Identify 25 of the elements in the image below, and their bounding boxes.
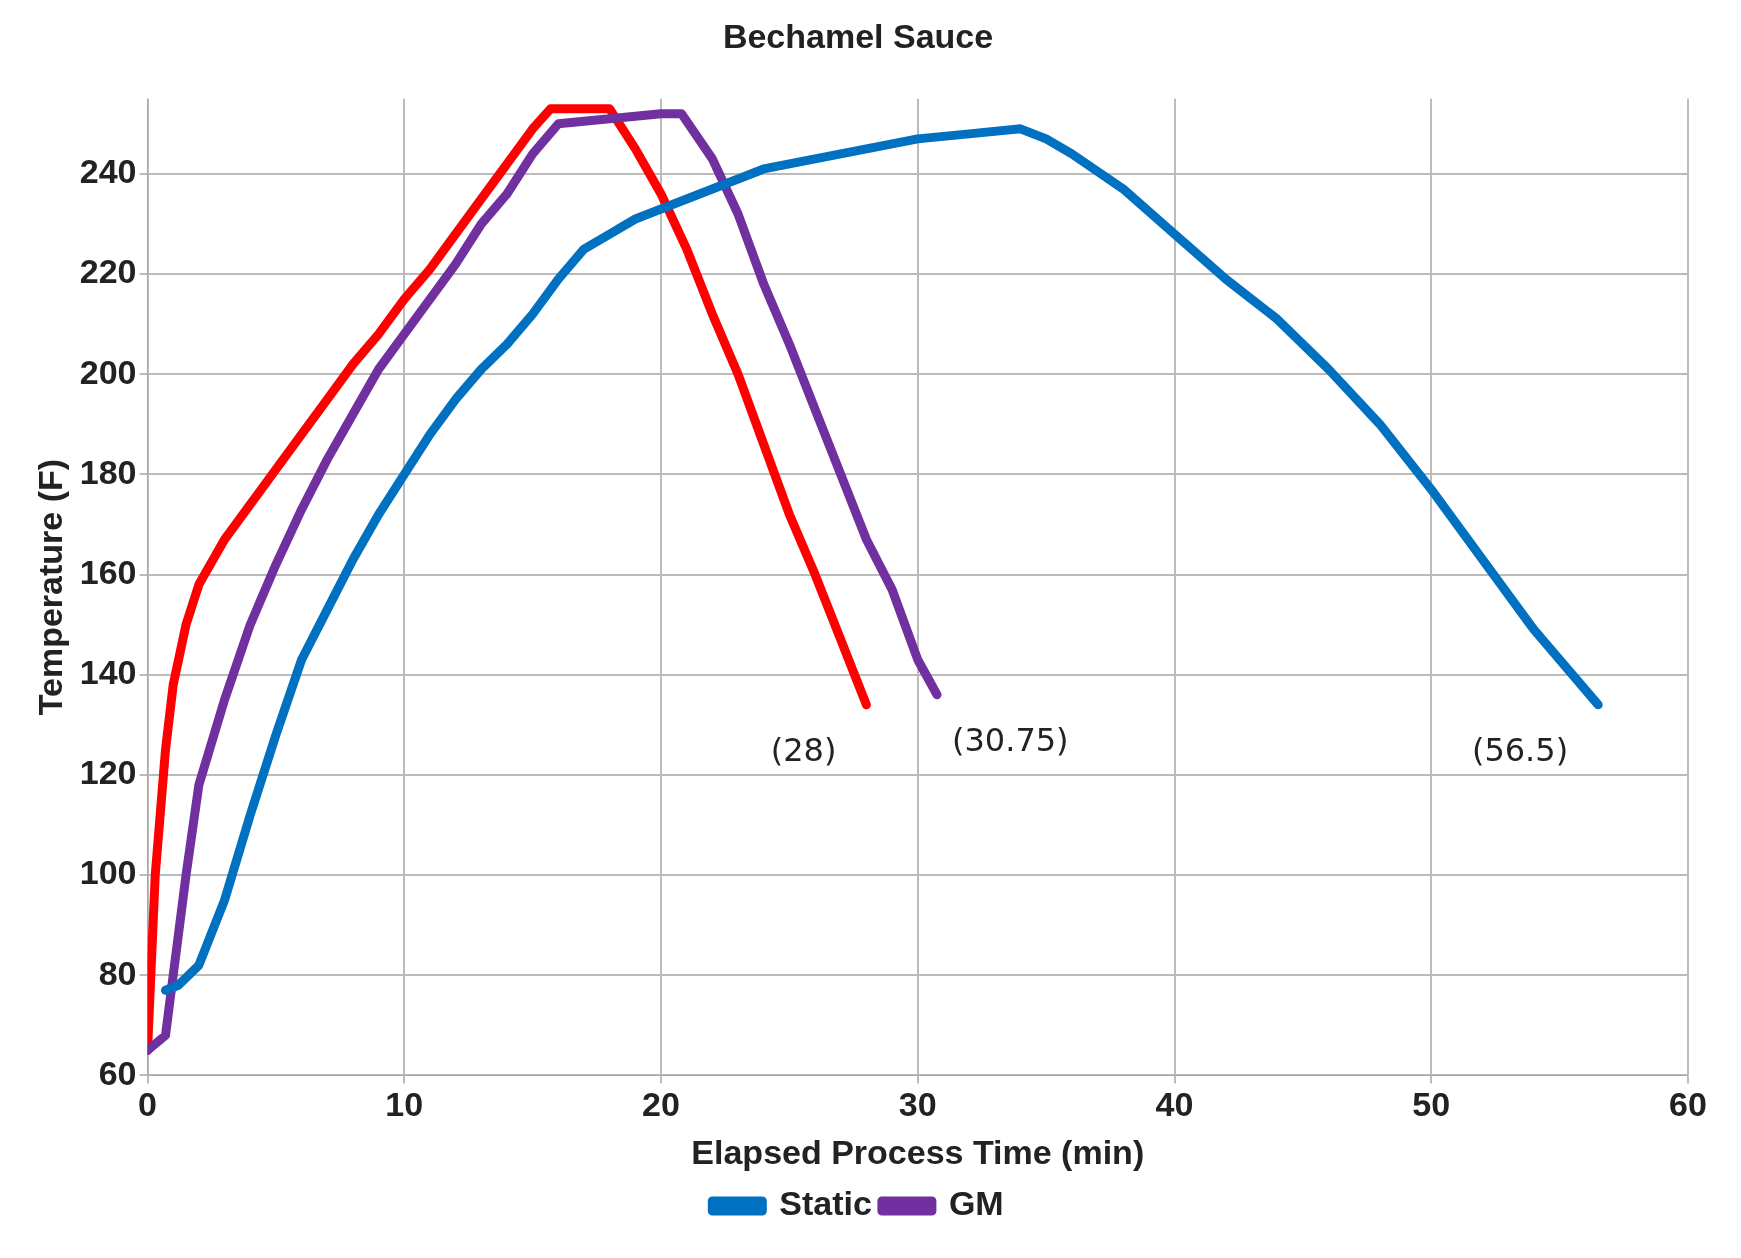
legend-label: Static	[779, 1184, 872, 1223]
y-tick-label: 60	[98, 1053, 137, 1092]
y-tick-label: 220	[79, 252, 137, 291]
x-tick-label: 30	[898, 1085, 937, 1124]
x-tick-label: 20	[642, 1085, 680, 1124]
annotation: (56.5)	[1471, 731, 1569, 770]
y-tick-label: 120	[79, 753, 137, 792]
annotation: (30.75)	[952, 721, 1069, 760]
y-tick-label: 140	[79, 653, 137, 692]
y-tick-label: 240	[79, 152, 137, 191]
y-tick-label: 80	[98, 953, 137, 992]
y-tick-label: 200	[79, 352, 137, 391]
y-tick-label: 180	[79, 452, 137, 491]
y-tick-label: 100	[79, 853, 137, 892]
x-tick-label: 50	[1412, 1085, 1451, 1124]
annotation: (28)	[770, 731, 837, 770]
x-axis-title: Elapsed Process Time (min)	[691, 1132, 1145, 1171]
x-tick-label: 10	[385, 1085, 424, 1124]
y-tick-label: 160	[79, 552, 137, 591]
chart-title: Bechamel Sauce	[722, 16, 994, 55]
x-tick-label: 40	[1155, 1085, 1194, 1124]
x-tick-label: 0	[138, 1085, 157, 1124]
legend-label: GM	[948, 1184, 1004, 1223]
x-tick-label: 60	[1669, 1085, 1707, 1124]
y-axis-title: Temperature (F)	[30, 458, 69, 716]
